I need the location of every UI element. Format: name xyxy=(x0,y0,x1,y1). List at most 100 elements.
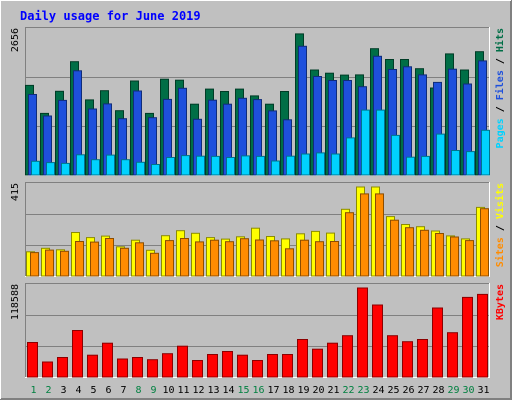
bar-pages-day-12 xyxy=(196,155,205,176)
bar-sites-day-26 xyxy=(405,227,414,277)
day-label-2: 2 xyxy=(45,385,51,396)
bar-pages-day-26 xyxy=(406,156,415,176)
bar-kbytes-day-17 xyxy=(267,354,278,378)
day-label-14: 14 xyxy=(222,385,234,396)
bar-kbytes-day-4 xyxy=(72,330,83,378)
bar-pages-day-30 xyxy=(466,151,475,176)
bar-pages-day-31 xyxy=(481,129,490,176)
bar-kbytes-day-26 xyxy=(402,341,413,378)
bar-sites-day-8 xyxy=(135,242,144,277)
bar-sites-day-22 xyxy=(345,212,354,277)
day-label-30: 30 xyxy=(462,385,474,396)
bar-kbytes-day-16 xyxy=(252,360,263,378)
bar-pages-day-20 xyxy=(316,152,325,176)
bar-pages-day-3 xyxy=(61,162,70,176)
bar-kbytes-day-21 xyxy=(327,342,338,378)
bar-pages-day-11 xyxy=(181,155,190,176)
day-label-28: 28 xyxy=(432,385,444,396)
bar-kbytes-day-28 xyxy=(432,307,443,378)
bar-kbytes-day-22 xyxy=(342,335,353,378)
bar-sites-day-25 xyxy=(390,219,399,277)
day-label-6: 6 xyxy=(105,385,111,396)
bar-sites-day-11 xyxy=(180,238,189,277)
bar-pages-day-23 xyxy=(361,109,370,176)
day-label-29: 29 xyxy=(447,385,459,396)
y-max-label: 2656 xyxy=(10,28,21,52)
bar-kbytes-day-20 xyxy=(312,348,323,378)
bar-sites-day-5 xyxy=(90,241,99,277)
bar-kbytes-day-5 xyxy=(87,354,98,378)
day-label-16: 16 xyxy=(252,385,264,396)
bar-sites-day-27 xyxy=(420,229,429,277)
legend-pages: Pages xyxy=(495,118,506,148)
bar-kbytes-day-6 xyxy=(102,342,113,378)
day-label-11: 11 xyxy=(177,385,189,396)
bar-sites-day-16 xyxy=(255,239,264,277)
bar-kbytes-day-8 xyxy=(132,357,143,378)
bar-kbytes-day-2 xyxy=(42,361,53,378)
legend-sites: Sites xyxy=(494,237,506,267)
day-label-21: 21 xyxy=(327,385,339,396)
bar-sites-day-17 xyxy=(270,240,279,277)
day-label-12: 12 xyxy=(192,385,204,396)
bar-sites-day-30 xyxy=(465,240,474,277)
bar-pages-day-22 xyxy=(346,137,355,176)
day-label-3: 3 xyxy=(60,385,66,396)
bar-sites-day-29 xyxy=(450,236,459,277)
bar-sites-day-21 xyxy=(330,241,339,277)
legend-visits-sites: Sites / Visits xyxy=(494,183,506,267)
day-label-8: 8 xyxy=(135,385,141,396)
legend-files: Files xyxy=(494,70,506,100)
bar-kbytes-day-23 xyxy=(357,287,368,378)
panel-hits-files-pages: 2656 Pages / Files / Hits xyxy=(10,27,506,176)
chart-panels: 2656 Pages / Files / Hits 415 Sites / Visit… xyxy=(10,27,506,378)
bar-pages-day-28 xyxy=(436,133,445,176)
legend-hits: Hits xyxy=(494,28,506,52)
bar-kbytes-day-13 xyxy=(207,354,218,378)
day-label-26: 26 xyxy=(402,385,414,396)
bar-sites-day-31 xyxy=(480,208,489,277)
bar-sites-day-19 xyxy=(300,239,309,277)
bar-pages-day-27 xyxy=(421,155,430,176)
bar-kbytes-day-18 xyxy=(282,354,293,378)
legend-kbytes: KBytes xyxy=(495,284,506,320)
bar-pages-day-25 xyxy=(391,134,400,176)
bar-sites-day-2 xyxy=(45,249,54,277)
bar-pages-day-5 xyxy=(91,159,100,176)
day-label-4: 4 xyxy=(75,385,81,396)
day-label-10: 10 xyxy=(162,385,174,396)
bar-sites-day-12 xyxy=(195,241,204,277)
bar-kbytes-day-7 xyxy=(117,358,128,378)
bar-pages-day-2 xyxy=(46,162,55,176)
bar-pages-day-29 xyxy=(451,150,460,176)
bar-pages-day-8 xyxy=(136,161,145,176)
bar-kbytes-day-10 xyxy=(162,353,173,378)
bar-pages-day-9 xyxy=(151,164,160,176)
bar-sites-day-1 xyxy=(30,252,39,277)
bar-kbytes-day-25 xyxy=(387,335,398,378)
bar-pages-day-24 xyxy=(376,109,385,176)
day-label-15: 15 xyxy=(237,385,249,396)
y-max-label: 118588 xyxy=(10,284,21,320)
legend-visits: Visits xyxy=(494,183,506,219)
day-label-25: 25 xyxy=(387,385,399,396)
bar-sites-day-14 xyxy=(225,241,234,277)
day-label-5: 5 xyxy=(90,385,96,396)
bar-kbytes-day-12 xyxy=(192,360,203,378)
bar-kbytes-day-31 xyxy=(477,293,488,378)
bar-pages-day-17 xyxy=(271,160,280,176)
day-label-22: 22 xyxy=(342,385,354,396)
day-label-31: 31 xyxy=(477,385,489,396)
day-label-18: 18 xyxy=(282,385,294,396)
bar-sites-day-15 xyxy=(240,238,249,277)
bar-sites-day-24 xyxy=(375,193,384,277)
bar-pages-day-21 xyxy=(331,153,340,176)
bar-sites-day-9 xyxy=(150,252,159,277)
legend-separator: / xyxy=(495,52,506,70)
bar-kbytes-day-14 xyxy=(222,351,233,378)
bar-pages-day-13 xyxy=(211,155,220,176)
bar-pages-day-15 xyxy=(241,155,250,176)
bar-kbytes-day-15 xyxy=(237,354,248,378)
bar-sites-day-28 xyxy=(435,233,444,277)
bar-sites-day-20 xyxy=(315,241,324,277)
